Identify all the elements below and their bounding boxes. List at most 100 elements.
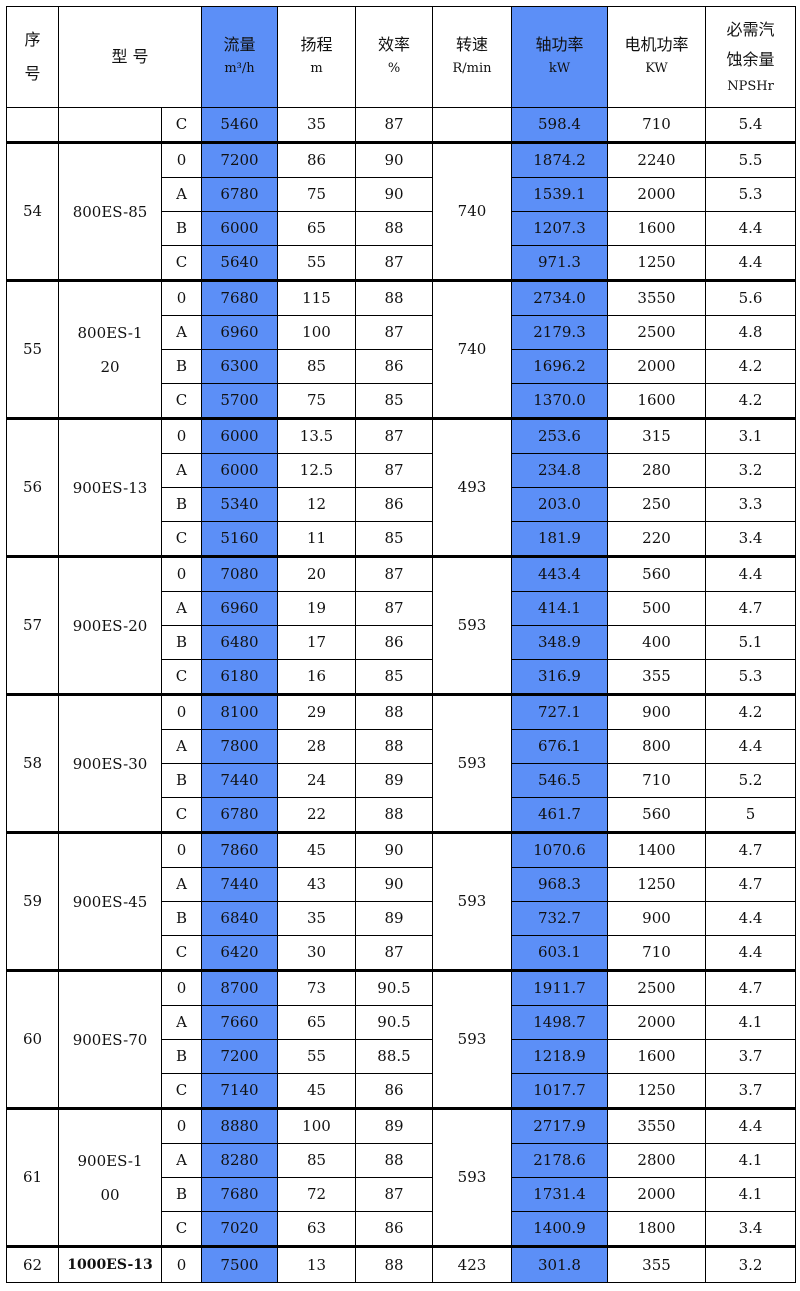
motor-power-cell: 1250 — [607, 867, 706, 902]
shaft-power-cell: 1498.7 — [511, 1005, 608, 1040]
table-row: A 6000 12.5 87 234.8 280 3.2 — [7, 453, 796, 488]
col-shaft-power-header: 轴功率 kW — [511, 6, 608, 108]
shaft-power-cell: 732.7 — [511, 901, 608, 936]
impeller-variant-cell: B — [161, 487, 202, 522]
efficiency-cell: 85 — [355, 659, 433, 695]
shaft-power-cell: 1874.2 — [511, 141, 608, 178]
head-cell: 17 — [277, 625, 356, 660]
flow-cell: 8700 — [201, 969, 278, 1006]
model-cell: 900ES-13 — [58, 417, 162, 557]
speed-cell: 493 — [432, 417, 512, 557]
impeller-variant-cell: A — [161, 315, 202, 350]
table-row: B 7680 72 87 1731.4 2000 4.1 — [7, 1177, 796, 1212]
table-row: C 5640 55 87 971.3 1250 4.4 — [7, 245, 796, 281]
npshr-cell: 3.7 — [705, 1039, 796, 1074]
head-cell: 11 — [277, 521, 356, 557]
motor-power-cell: 1400 — [607, 831, 706, 868]
head-cell: 13.5 — [277, 417, 356, 454]
motor-power-cell: 710 — [607, 107, 706, 143]
efficiency-cell: 88 — [355, 693, 433, 730]
table-row: 61 900ES-100 0 8880 100 89 593 2717.9 3550 4.4 — [6, 1107, 796, 1247]
head-cell: 24 — [277, 763, 356, 798]
model-cell: 1000ES-13 — [58, 1245, 162, 1283]
npshr-cell: 5.5 — [705, 141, 796, 178]
motor-power-cell: 2000 — [607, 349, 706, 384]
flow-cell: 6960 — [201, 315, 278, 350]
shaft-power-cell: 1696.2 — [511, 349, 608, 384]
impeller-variant-cell: B — [161, 625, 202, 660]
flow-cell: 6300 — [201, 349, 278, 384]
impeller-variant-cell: B — [161, 1039, 202, 1074]
col-efficiency-header: 效率% — [355, 6, 433, 108]
impeller-variant-cell: B — [161, 211, 202, 246]
head-cell: 55 — [277, 245, 356, 281]
flow-cell: 6780 — [201, 177, 278, 212]
flow-cell: 6480 — [201, 625, 278, 660]
motor-power-cell: 1250 — [607, 245, 706, 281]
header-label: 轴功率 — [535, 35, 584, 54]
impeller-variant-cell: 0 — [161, 141, 202, 178]
table-row: B 7200 55 88.5 1218.9 1600 3.7 — [7, 1039, 796, 1074]
pump-spec-table: 序 号 型 号 流量 m³/h 扬程 m 效率% 转速 R/min 轴功率 kW 电机功率 KW 必需汽蚀… — [6, 6, 796, 1283]
shaft-power-cell: 1070.6 — [511, 831, 608, 868]
head-cell: 65 — [277, 211, 356, 246]
shaft-power-cell: 598.4 — [511, 107, 608, 143]
table-row: A 6780 75 90 1539.1 2000 5.3 — [7, 177, 796, 212]
efficiency-cell: 87 — [355, 107, 433, 143]
header-label: 流量 — [223, 35, 256, 54]
flow-cell: 5700 — [201, 383, 278, 419]
efficiency-cell: 90.5 — [355, 969, 433, 1006]
table-row: 55 800ES-120 0 7680 115 88 740 2734.0 3550 5.6 — [6, 279, 796, 419]
table-row: 59 900ES-45 0 7860 45 90 593 1070.6 1400 4.7 — [6, 831, 796, 971]
npshr-cell: 5.4 — [705, 107, 796, 143]
shaft-power-cell: 968.3 — [511, 867, 608, 902]
motor-power-cell: 2240 — [607, 141, 706, 178]
header-unit: kW — [548, 61, 571, 76]
head-cell: 45 — [277, 831, 356, 868]
motor-power-cell: 560 — [607, 555, 706, 592]
header-unit: NPSHr — [727, 79, 774, 94]
serial-number-cell: 54 — [6, 141, 59, 281]
head-cell: 72 — [277, 1177, 356, 1212]
table-row: 62 1000ES-13 0 7500 13 88 423 301.8 355 3.2 — [6, 1245, 796, 1283]
flow-cell: 7860 — [201, 831, 278, 868]
motor-power-cell: 800 — [607, 729, 706, 764]
efficiency-cell: 90.5 — [355, 1005, 433, 1040]
serial-number-cell: 58 — [6, 693, 59, 833]
header-label: 转速 — [455, 35, 488, 54]
flow-cell: 7200 — [201, 141, 278, 178]
serial-number-cell: 55 — [6, 279, 59, 419]
model-cell: 900ES-100 — [58, 1107, 162, 1247]
shaft-power-cell: 414.1 — [511, 591, 608, 626]
motor-power-cell: 900 — [607, 901, 706, 936]
flow-cell: 6840 — [201, 901, 278, 936]
head-cell: 35 — [277, 107, 356, 143]
table-row: 60 900ES-70 0 8700 73 90.5 593 1911.7 2500 4.7 — [6, 969, 796, 1109]
table-row: B 6840 35 89 732.7 900 4.4 — [7, 901, 796, 936]
efficiency-cell: 85 — [355, 521, 433, 557]
impeller-variant-cell: B — [161, 901, 202, 936]
col-motor-power-header: 电机功率 KW — [607, 6, 706, 108]
head-cell: 100 — [277, 315, 356, 350]
flow-cell: 5460 — [201, 107, 278, 143]
shaft-power-cell: 461.7 — [511, 797, 608, 833]
npshr-cell: 5.2 — [705, 763, 796, 798]
table-row: C 5460 35 87 598.4 710 5.4 — [6, 107, 796, 143]
efficiency-cell: 87 — [355, 315, 433, 350]
motor-power-cell: 710 — [607, 763, 706, 798]
model-cell: 800ES-120 — [58, 279, 162, 419]
impeller-variant-cell: A — [161, 729, 202, 764]
efficiency-cell: 90 — [355, 867, 433, 902]
flow-cell: 6960 — [201, 591, 278, 626]
table-row: B 6480 17 86 348.9 400 5.1 — [7, 625, 796, 660]
header-unit: KW — [645, 61, 668, 76]
shaft-power-cell: 253.6 — [511, 417, 608, 454]
motor-power-cell: 2500 — [607, 315, 706, 350]
motor-power-cell: 560 — [607, 797, 706, 833]
table-row: C 7020 63 86 1400.9 1800 3.4 — [7, 1211, 796, 1247]
efficiency-cell: 89 — [355, 763, 433, 798]
npshr-cell: 4.4 — [705, 935, 796, 971]
col-flow-header: 流量 m³/h — [201, 6, 278, 108]
impeller-variant-cell: A — [161, 867, 202, 902]
impeller-variant-cell: C — [161, 521, 202, 557]
